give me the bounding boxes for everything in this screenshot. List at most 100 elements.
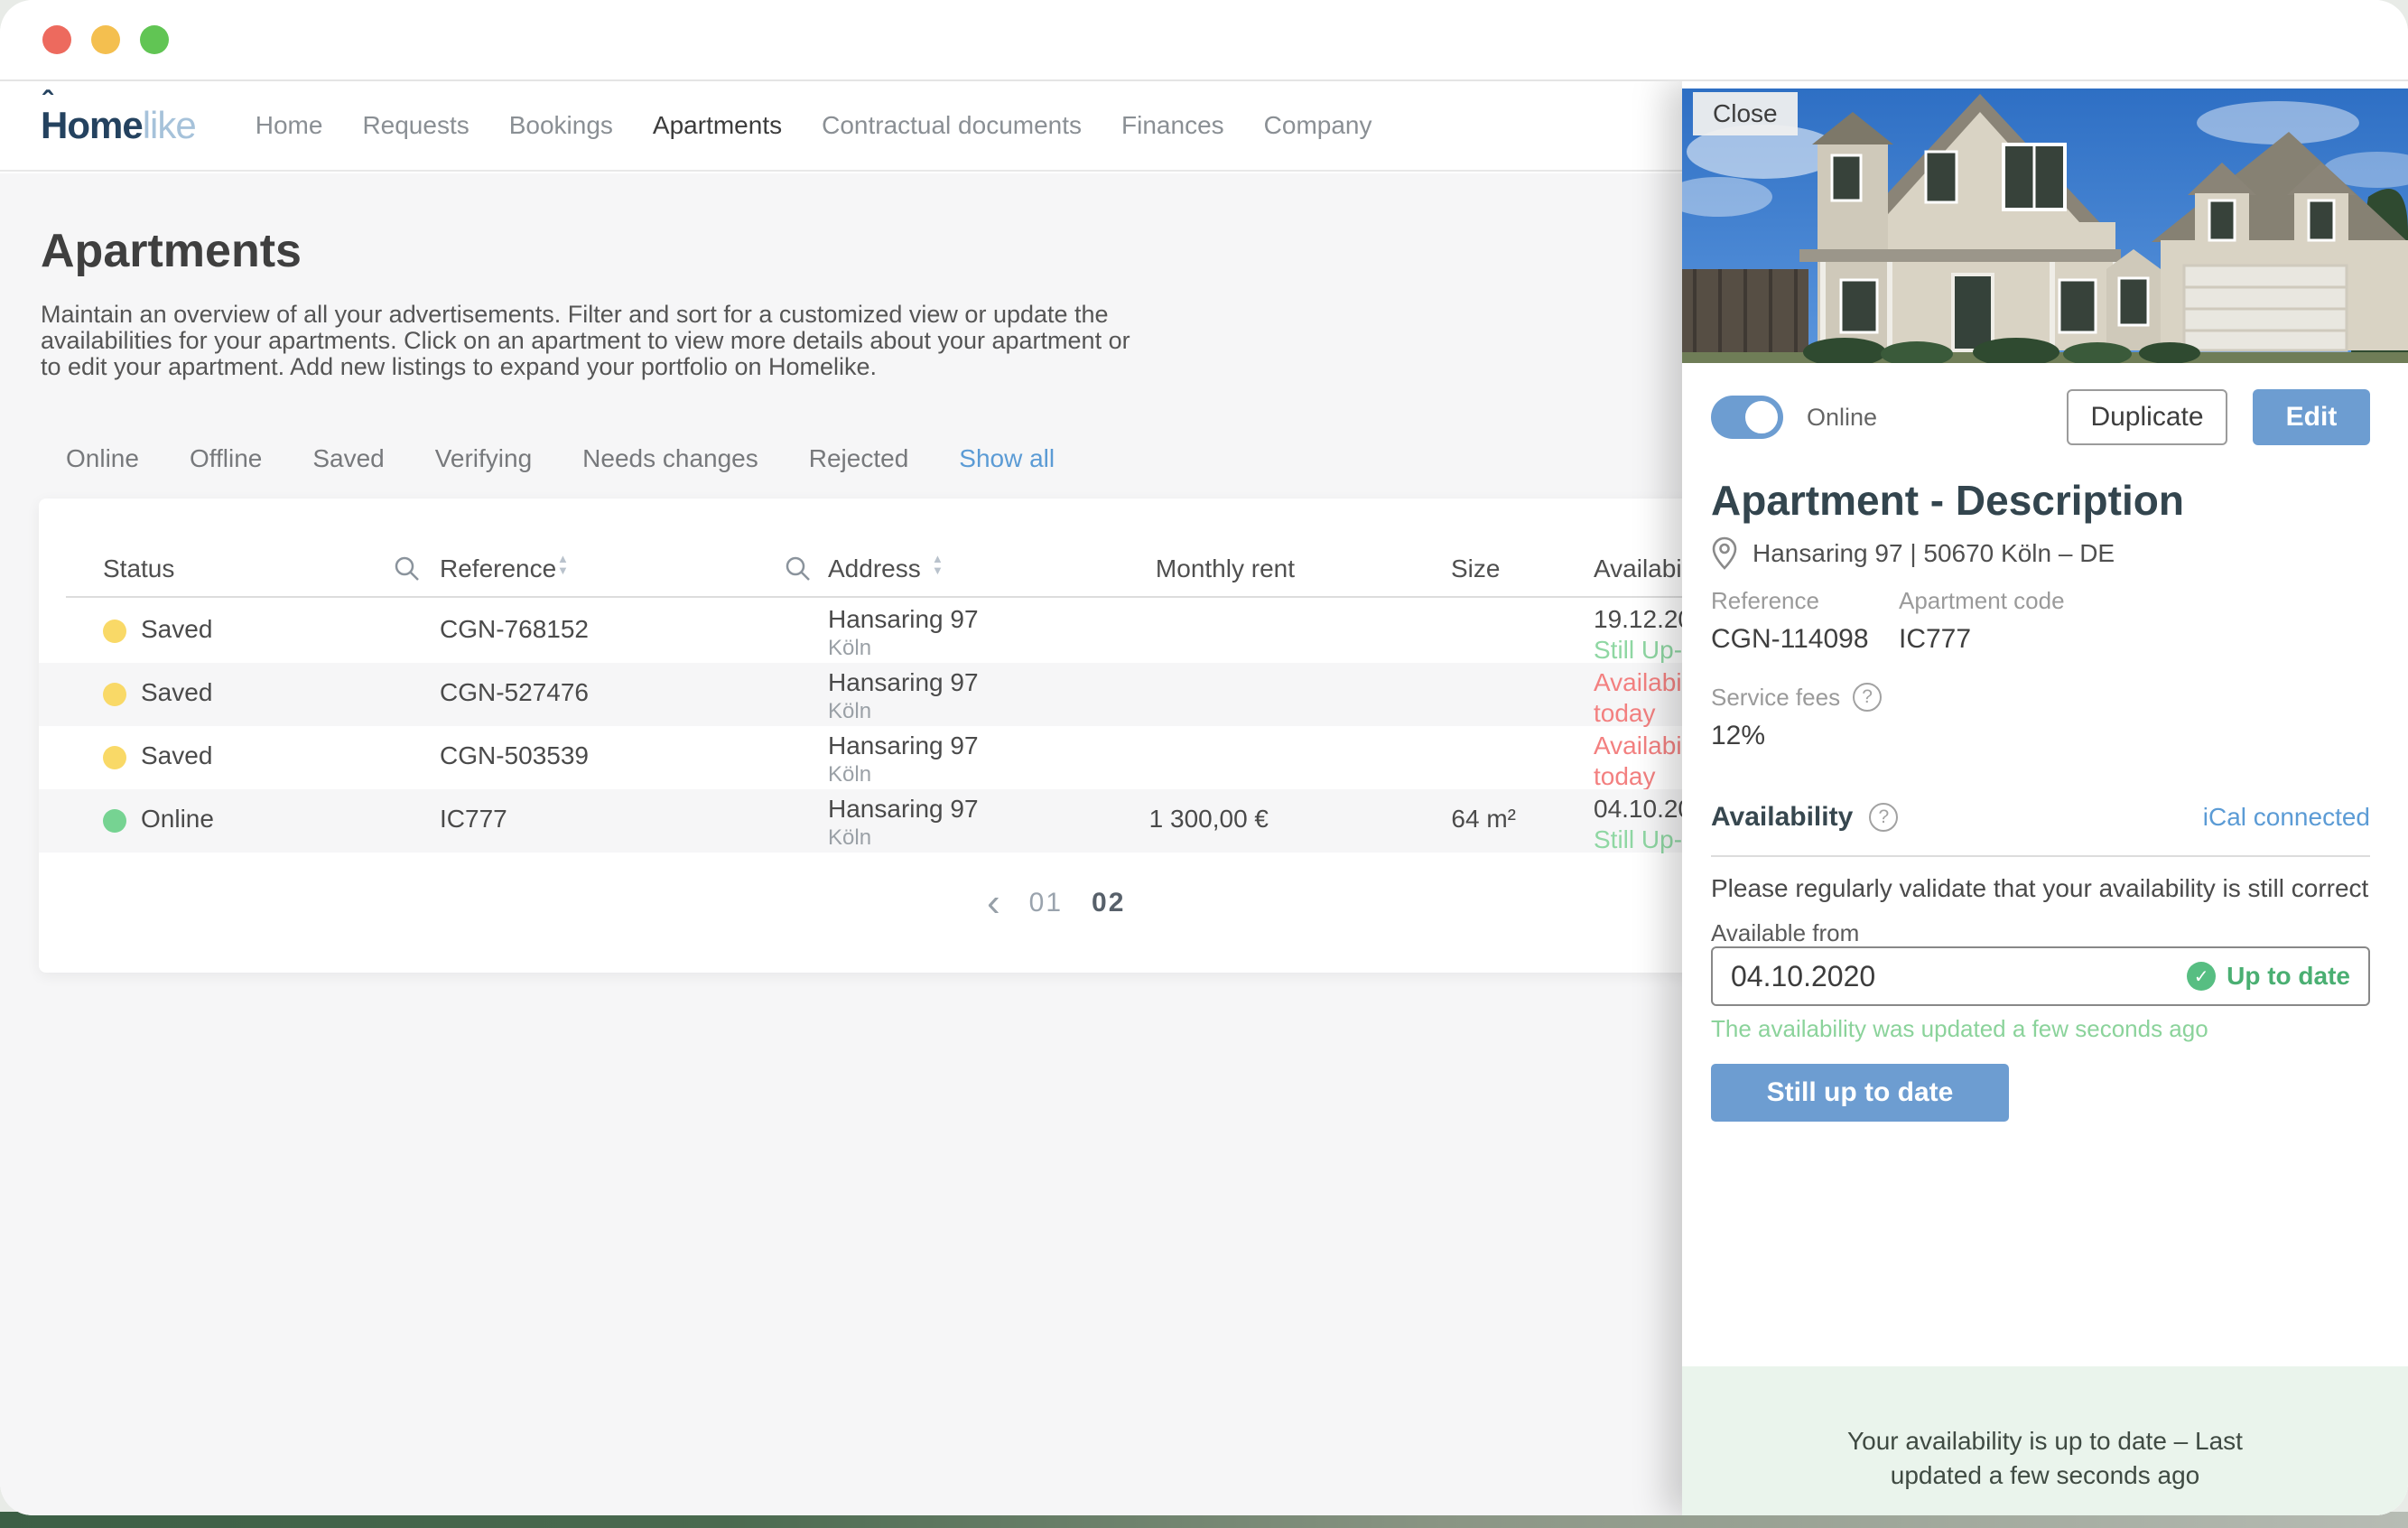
cell-address-city: Köln bbox=[828, 699, 872, 723]
logo-part2: like bbox=[142, 104, 197, 146]
still-up-to-date-button[interactable]: Still up to date bbox=[1711, 1064, 2009, 1122]
cell-address: Hansaring 97 bbox=[828, 668, 979, 696]
location-text: Hansaring 97 | 50670 Köln – DE bbox=[1753, 539, 2115, 567]
page-description-line: availabilities for your apartments. Clic… bbox=[41, 327, 1130, 354]
nav-item-contractual-documents[interactable]: Contractual documents bbox=[822, 111, 1083, 139]
panel-action-row: Online Duplicate Edit bbox=[1711, 388, 2370, 446]
nav-item-finances[interactable]: Finances bbox=[1121, 111, 1224, 139]
nav-item-apartments[interactable]: Apartments bbox=[650, 71, 785, 144]
help-icon[interactable]: ? bbox=[1853, 683, 1883, 712]
search-icon[interactable] bbox=[784, 554, 811, 582]
reference-value: CGN-114098 bbox=[1711, 624, 1869, 654]
apartment-code-label: Apartment code bbox=[1899, 587, 2065, 614]
cell-address: Hansaring 97 bbox=[828, 795, 979, 823]
table-row[interactable]: Online IC777 Hansaring 97 Köln 1 300,00 … bbox=[39, 789, 1761, 853]
titlebar bbox=[0, 0, 2408, 79]
status-dot-saved bbox=[103, 746, 126, 769]
available-from-input[interactable]: 04.10.2020 ✓ Up to date bbox=[1711, 946, 2370, 1006]
apartment-detail-panel: Close Online Duplicate Edit Apartment - … bbox=[1682, 81, 2408, 1515]
column-header-address[interactable]: Address bbox=[828, 554, 921, 582]
availability-updated-helper: The availability was updated a few secon… bbox=[1711, 1015, 2208, 1042]
online-toggle[interactable] bbox=[1711, 396, 1783, 439]
main-nav: Home Requests Bookings Apartments Contra… bbox=[255, 71, 1372, 144]
apartment-code-field: Apartment code IC777 bbox=[1899, 587, 2065, 655]
titlebar-divider bbox=[0, 79, 2408, 81]
apartments-table-card: Status Reference ▲ ▼ Address ▲ ▼ Monthly… bbox=[39, 498, 1761, 973]
close-panel-button[interactable]: Close bbox=[1693, 92, 1798, 135]
homelike-logo[interactable]: ˆ Homelike bbox=[41, 86, 197, 147]
status-dot-saved bbox=[103, 683, 126, 706]
cell-status: Saved bbox=[141, 615, 213, 643]
filter-needs-changes[interactable]: Needs changes bbox=[582, 444, 758, 472]
filter-rejected[interactable]: Rejected bbox=[808, 444, 909, 472]
cell-status: Online bbox=[141, 805, 214, 833]
sort-up-arrow: ▲ bbox=[557, 552, 569, 565]
cell-address: Hansaring 97 bbox=[828, 605, 979, 633]
sort-up-arrow: ▲ bbox=[932, 552, 944, 565]
sort-icon[interactable]: ▲ ▼ bbox=[557, 553, 569, 576]
edit-button[interactable]: Edit bbox=[2253, 389, 2370, 445]
window-minimize-button[interactable] bbox=[91, 25, 120, 54]
pagination-prev-icon[interactable]: ‹ bbox=[987, 880, 1000, 925]
status-dot-online bbox=[103, 809, 126, 833]
sort-down-arrow: ▼ bbox=[932, 564, 944, 577]
filter-verifying[interactable]: Verifying bbox=[434, 444, 533, 472]
online-toggle-label: Online bbox=[1807, 403, 1878, 431]
availability-status-footer: Your availability is up to date – Last u… bbox=[1682, 1366, 2408, 1515]
window-close-button[interactable] bbox=[42, 25, 71, 54]
cell-address-city: Köln bbox=[828, 825, 872, 850]
filter-saved[interactable]: Saved bbox=[312, 444, 385, 472]
cell-availability-status: today bbox=[1594, 699, 1656, 727]
cell-address-city: Köln bbox=[828, 762, 872, 787]
column-header-status: Status bbox=[103, 554, 175, 582]
apartment-code-value: IC777 bbox=[1899, 624, 1972, 654]
availability-note: Please regularly validate that your avai… bbox=[1711, 874, 2369, 902]
sort-icon[interactable]: ▲ ▼ bbox=[932, 553, 944, 576]
filter-online[interactable]: Online bbox=[66, 444, 139, 472]
reference-field: Reference CGN-114098 bbox=[1711, 587, 1869, 655]
available-from-value: 04.10.2020 bbox=[1731, 959, 1876, 992]
cell-reference: IC777 bbox=[440, 805, 507, 833]
duplicate-button[interactable]: Duplicate bbox=[2067, 389, 2227, 445]
pagination-page-01[interactable]: 01 bbox=[1028, 888, 1064, 918]
uptodate-badge: ✓ Up to date bbox=[2187, 962, 2350, 991]
cell-status: Saved bbox=[141, 741, 213, 769]
filter-offline[interactable]: Offline bbox=[189, 444, 263, 472]
service-fees-label: Service fees bbox=[1711, 683, 1841, 711]
pagination: ‹ 01 02 bbox=[987, 880, 1126, 925]
filter-show-all[interactable]: Show all bbox=[959, 444, 1055, 472]
panel-title: Apartment - Description bbox=[1711, 477, 2184, 524]
column-header-size: Size bbox=[1451, 554, 1501, 582]
sort-down-arrow: ▼ bbox=[557, 564, 569, 577]
footer-line: updated a few seconds ago bbox=[1890, 1461, 2200, 1489]
table-row[interactable]: Saved CGN-527476 Hansaring 97 Köln Avail… bbox=[39, 663, 1720, 727]
table-row[interactable]: Saved CGN-768152 Hansaring 97 Köln 19.12… bbox=[39, 600, 1761, 664]
nav-item-requests[interactable]: Requests bbox=[362, 111, 470, 139]
column-header-reference[interactable]: Reference bbox=[440, 554, 557, 582]
window-zoom-button[interactable] bbox=[140, 25, 169, 54]
nav-item-home[interactable]: Home bbox=[255, 111, 323, 139]
table-header-divider bbox=[66, 596, 1720, 598]
cell-reference: CGN-503539 bbox=[440, 741, 589, 769]
nav-item-company[interactable]: Company bbox=[1263, 111, 1372, 139]
availability-divider bbox=[1711, 855, 2370, 857]
search-icon[interactable] bbox=[393, 554, 420, 582]
apartment-photo bbox=[1682, 89, 2408, 363]
uptodate-badge-label: Up to date bbox=[2227, 962, 2350, 990]
location-pin-icon bbox=[1711, 536, 1738, 571]
logo-roof-mark: ˆ bbox=[42, 86, 52, 120]
status-dot-saved bbox=[103, 620, 126, 643]
column-header-monthly-rent: Monthly rent bbox=[1155, 554, 1295, 582]
page-description: Maintain an overview of all your adverti… bbox=[41, 302, 1130, 380]
availability-heading: Availability bbox=[1711, 802, 1854, 832]
table-row[interactable]: Saved CGN-503539 Hansaring 97 Köln Avail… bbox=[39, 726, 1720, 790]
nav-item-bookings[interactable]: Bookings bbox=[508, 111, 613, 139]
availability-header: Availability ? iCal connected bbox=[1711, 802, 2370, 833]
pagination-page-02[interactable]: 02 bbox=[1092, 888, 1126, 918]
help-icon[interactable]: ? bbox=[1869, 803, 1899, 832]
page-description-line: Maintain an overview of all your adverti… bbox=[41, 301, 1109, 328]
cell-reference: CGN-527476 bbox=[440, 678, 589, 706]
ical-connected-link[interactable]: iCal connected bbox=[2202, 803, 2370, 831]
cell-status: Saved bbox=[141, 678, 213, 706]
